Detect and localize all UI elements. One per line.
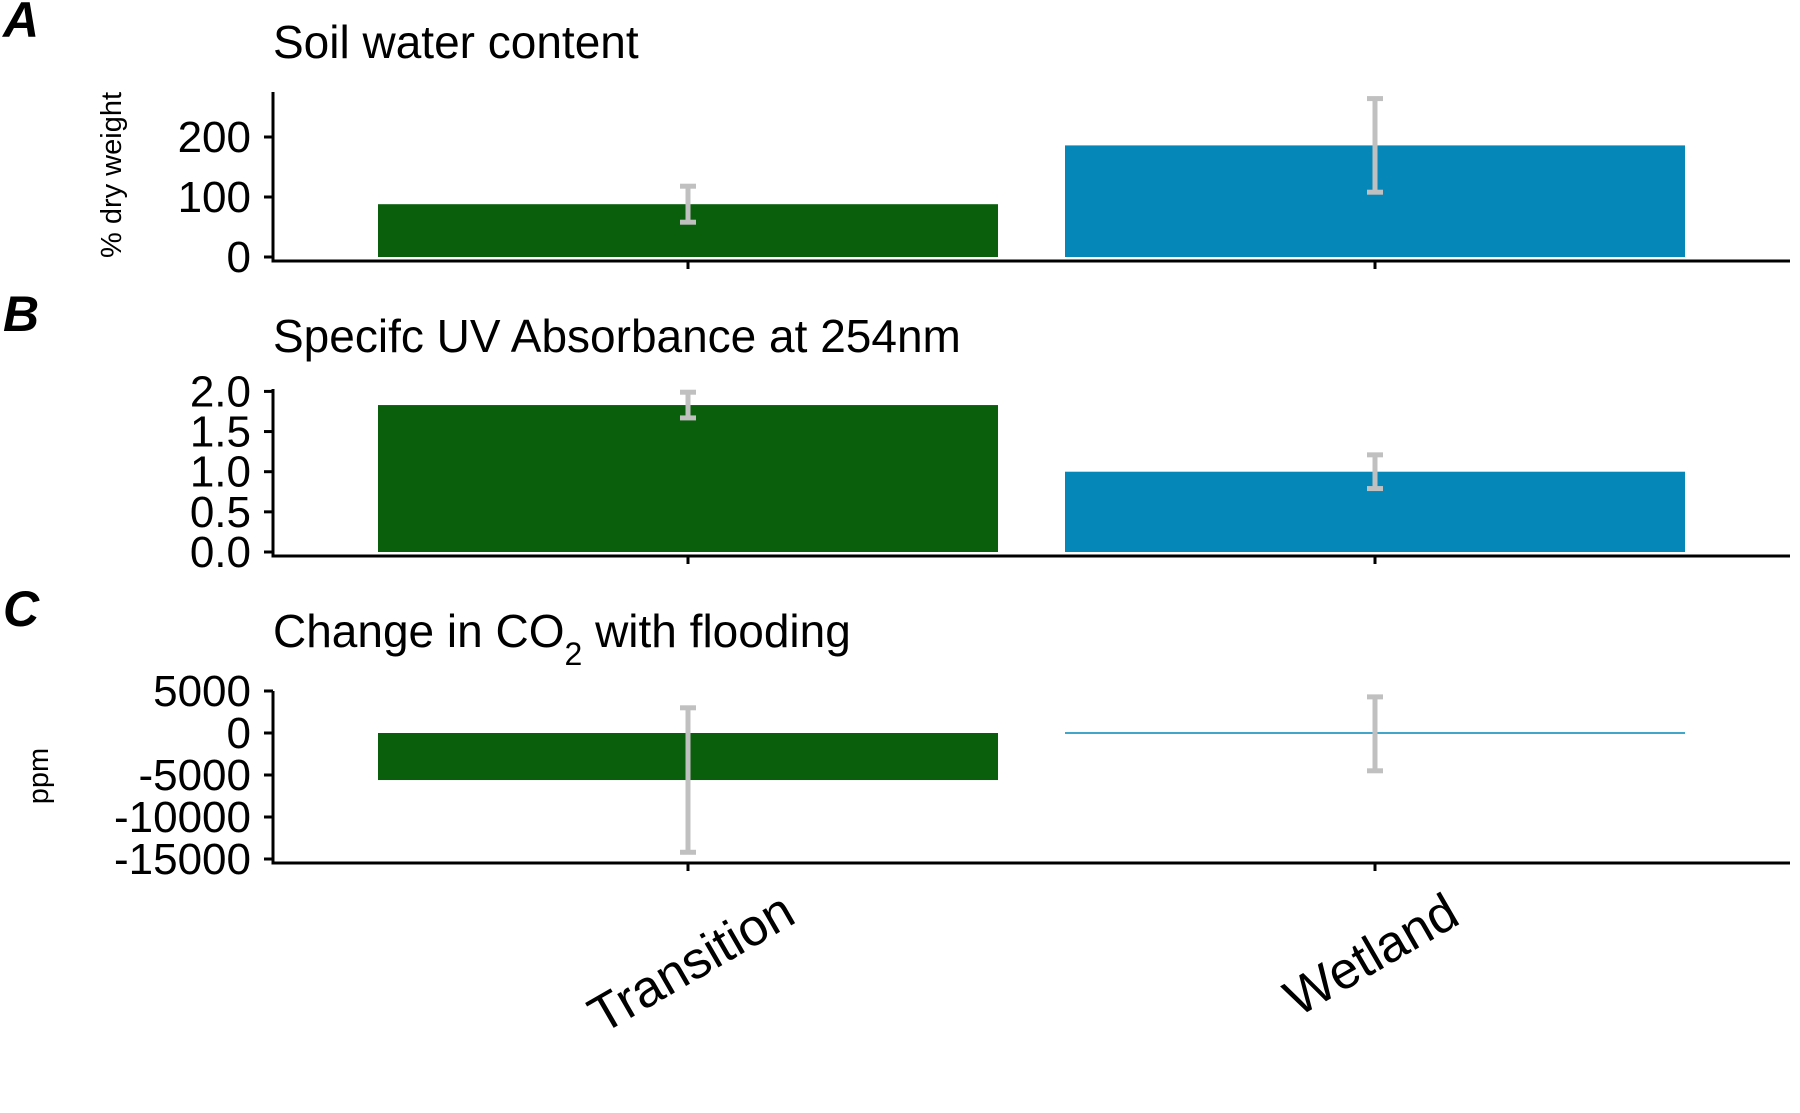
panel-c-y-tick-label-4: 5000 <box>153 667 251 716</box>
panel-b-y-tick-label-1: 0.5 <box>190 488 251 537</box>
panel-b: B Specifc UV Absorbance at 254nm 0.00.51… <box>3 286 1790 577</box>
x-tick-label-wetland: Wetland <box>1275 883 1468 1028</box>
panel-a-letter: A <box>1 0 39 48</box>
panel-a-y-tick-label-2: 200 <box>178 113 251 162</box>
panel-c-letter: C <box>3 581 40 637</box>
panel-c-error-bar-wetland <box>1367 694 1383 774</box>
x-tick-label-transition: Transition <box>579 882 804 1045</box>
panel-b-letter: B <box>3 286 39 342</box>
panel-c-y-tick-label-2: -5000 <box>138 751 251 800</box>
panel-a-error-bar-transition <box>680 183 696 225</box>
panel-a-y-axis-label: % dry weight <box>96 92 128 258</box>
panel-c-y-axis-label: ppm <box>23 748 55 804</box>
panel-a-y-tick-label-1: 100 <box>178 173 251 222</box>
panel-c-y-tick-label-1: -10000 <box>114 793 251 842</box>
panel-c-error-bar-transition <box>680 705 696 855</box>
panel-b-y-tick-label-2: 1.0 <box>190 448 251 497</box>
panel-a: A Soil water content % dry weight 0 100 20… <box>1 0 1790 282</box>
panel-b-title: Specifc UV Absorbance at 254nm <box>273 310 961 362</box>
panel-a-error-bar-wetland <box>1367 96 1383 195</box>
panel-a-title: Soil water content <box>273 16 639 68</box>
panel-b-y-tick-label-4: 2.0 <box>190 367 251 416</box>
panel-b-error-bar-transition <box>680 389 696 421</box>
panel-b-y-tick-label-3: 1.5 <box>190 408 251 457</box>
panel-c-title: Change in CO2 with flooding <box>273 605 851 672</box>
panel-c-y-tick-label-3: 0 <box>227 709 251 758</box>
panel-b-bar-transition <box>378 405 998 552</box>
panel-b-error-bar-wetland <box>1367 452 1383 492</box>
panel-b-y-tick-label-0: 0.0 <box>190 528 251 577</box>
panel-a-y-tick-label-0: 0 <box>227 233 251 282</box>
panel-c-y-tick-label-0: -15000 <box>114 835 251 884</box>
panel-c: C Change in CO2 with flooding ppm -15000… <box>3 581 1790 884</box>
